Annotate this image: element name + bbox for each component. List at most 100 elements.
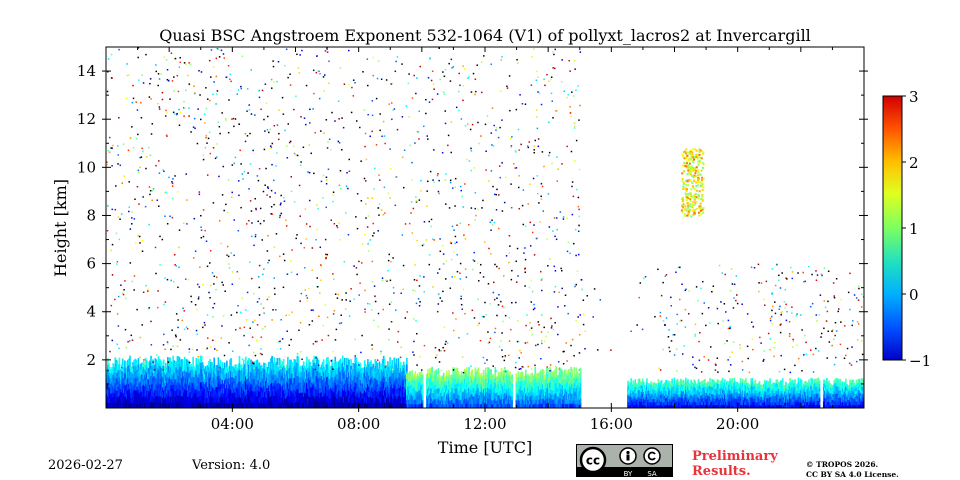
heatmap-cell	[144, 395, 147, 403]
heatmap-cell	[271, 375, 273, 383]
heatmap-cell	[574, 382, 577, 388]
heatmap-cell	[133, 401, 136, 408]
heatmap-cell	[312, 389, 314, 397]
heatmap-cell	[282, 365, 285, 372]
heatmap-cell	[568, 398, 570, 404]
heatmap-cell	[810, 392, 812, 398]
heatmap-cell	[275, 396, 278, 403]
heatmap-cell	[683, 402, 686, 406]
heatmap-cell	[428, 372, 430, 378]
heatmap-cell	[149, 390, 151, 397]
heatmap-cell	[730, 380, 732, 385]
heatmap-cell	[290, 377, 292, 385]
heatmap-cell	[268, 379, 270, 386]
heatmap-cell	[434, 389, 437, 395]
heatmap-cell	[787, 401, 789, 406]
heatmap-cell	[392, 392, 395, 399]
heatmap-cell	[731, 396, 734, 402]
heatmap-cell	[633, 395, 636, 400]
heatmap-cell	[112, 374, 114, 381]
heatmap-cell	[150, 368, 152, 376]
heatmap-cell	[688, 386, 690, 391]
heatmap-cell	[331, 401, 333, 408]
heatmap-cell	[735, 388, 738, 393]
heatmap-cell	[690, 390, 692, 395]
heatmap-cell	[458, 373, 461, 379]
heatmap-cell	[161, 365, 164, 372]
heatmap-cell	[686, 384, 688, 389]
heatmap-cell	[283, 392, 286, 399]
heatmap-cell	[785, 391, 787, 396]
heatmap-cell	[316, 364, 319, 372]
heatmap-cell	[558, 372, 561, 378]
heatmap-cell	[371, 397, 373, 404]
heatmap-cell	[191, 402, 193, 408]
heatmap-cell	[287, 376, 289, 384]
heatmap-cell	[119, 388, 122, 395]
heatmap-cell	[286, 364, 288, 371]
heatmap-cell	[810, 396, 812, 402]
heatmap-cell	[788, 401, 790, 406]
heatmap-cell	[362, 387, 365, 394]
heatmap-cell	[338, 384, 341, 391]
heatmap-cell	[794, 383, 797, 388]
heatmap-cell	[367, 395, 369, 403]
heatmap-cell	[210, 390, 212, 398]
heatmap-cell	[527, 378, 529, 384]
heatmap-cell	[511, 399, 513, 405]
heatmap-cell	[706, 385, 708, 390]
heatmap-cell	[479, 387, 482, 393]
heatmap-cell	[402, 373, 405, 380]
heatmap-cell	[292, 382, 294, 389]
heatmap-cell	[350, 377, 352, 385]
heatmap-cell	[320, 391, 323, 398]
heatmap-cell	[148, 378, 150, 386]
heatmap-cell	[328, 390, 330, 397]
heatmap-cell	[141, 385, 144, 392]
heatmap-cell	[548, 404, 550, 408]
heatmap-cell	[437, 403, 440, 408]
heatmap-cell	[387, 367, 389, 374]
heatmap-cell	[542, 393, 545, 400]
heatmap-cell	[543, 395, 546, 401]
heatmap-cell	[147, 398, 149, 404]
heatmap-cell	[132, 361, 134, 369]
heatmap-cell	[386, 397, 388, 404]
heatmap-cell	[361, 382, 364, 389]
heatmap-cell	[234, 380, 237, 387]
heatmap-cell	[160, 367, 163, 374]
heatmap-cell	[713, 390, 716, 395]
heatmap-cell	[421, 378, 424, 384]
heatmap-cell	[194, 373, 197, 380]
heatmap-cell	[710, 389, 712, 394]
heatmap-cell	[444, 380, 447, 386]
heatmap-cell	[756, 402, 759, 406]
heatmap-cell	[481, 384, 484, 389]
heatmap-cell	[695, 393, 698, 397]
heatmap-cell	[495, 396, 498, 401]
heatmap-cell	[111, 397, 113, 404]
heatmap-cell	[380, 385, 383, 392]
heatmap-cell	[712, 386, 715, 391]
heatmap-cell	[466, 382, 468, 389]
heatmap-cell	[780, 404, 783, 408]
heatmap-cell	[452, 387, 455, 394]
heatmap-cell	[380, 363, 383, 370]
heatmap-cell	[800, 386, 803, 392]
heatmap-cell	[448, 374, 450, 381]
heatmap-cell	[642, 401, 645, 406]
heatmap-cell	[680, 393, 683, 398]
heatmap-cell	[651, 396, 653, 400]
heatmap-cell	[720, 400, 723, 406]
heatmap-cell	[403, 370, 406, 377]
heatmap-cell	[668, 397, 670, 402]
heatmap-cell	[812, 383, 815, 388]
heatmap-cell	[302, 384, 305, 392]
heatmap-cell	[717, 387, 720, 392]
heatmap-cell	[549, 382, 551, 388]
heatmap-cell	[543, 399, 546, 405]
heatmap-cell	[280, 402, 283, 408]
heatmap-cell	[276, 382, 279, 390]
heatmap-cell	[290, 365, 292, 373]
heatmap-cell	[141, 390, 144, 398]
